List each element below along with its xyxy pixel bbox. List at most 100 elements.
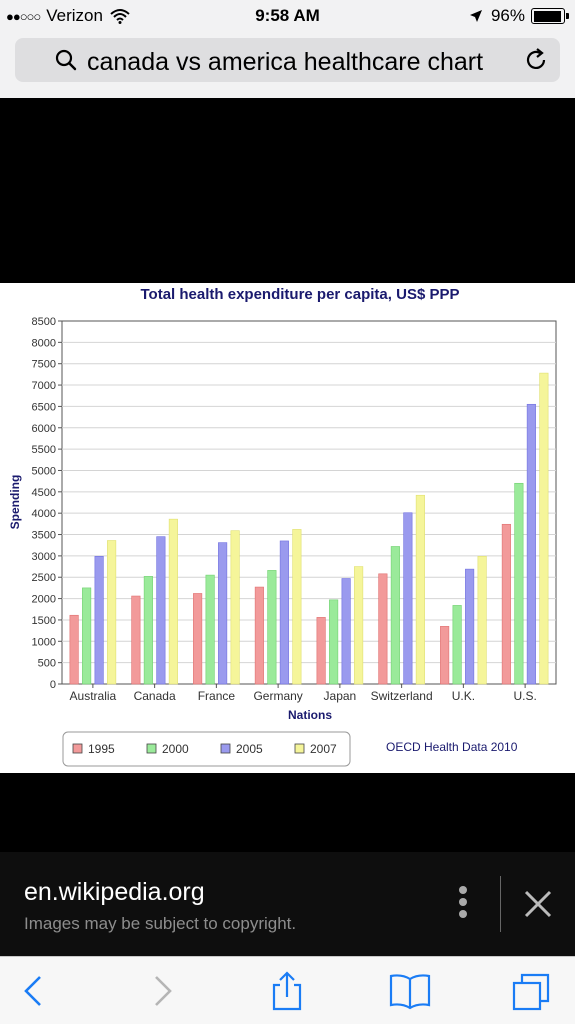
bar-japan-2000 [329, 599, 339, 685]
x-tick-label: Canada [134, 689, 176, 703]
bar-uk-2005 [465, 568, 475, 685]
x-axis-label: Nations [288, 708, 332, 722]
x-tick-label: U.K. [452, 689, 475, 703]
bar-france-2005 [218, 542, 228, 685]
x-tick-label: Switzerland [371, 689, 433, 703]
source-site[interactable]: en.wikipedia.org [24, 878, 205, 906]
bar-canada-1995 [131, 595, 141, 685]
legend-label-2005: 2005 [236, 742, 263, 756]
copyright-notice: Images may be subject to copyright. [24, 914, 297, 933]
bar-australia-2007 [107, 540, 117, 685]
x-tick-label: Germany [253, 689, 302, 703]
bar-australia-2005 [94, 556, 104, 685]
x-tick-label: U.S. [513, 689, 536, 703]
bar-us-2005 [526, 403, 536, 685]
y-tick-label: 4500 [32, 487, 56, 499]
y-tick-label: 3500 [32, 530, 56, 542]
carrier-info: ●●○○○ Verizon [6, 6, 131, 26]
y-tick-label: 6500 [32, 401, 56, 413]
bar-switzerland-2000 [390, 546, 400, 685]
bar-us-1995 [501, 523, 511, 685]
forward-icon[interactable] [140, 971, 184, 1011]
y-tick-label: 500 [38, 658, 56, 670]
bar-uk-2007 [477, 556, 487, 685]
bar-germany-2005 [279, 540, 289, 685]
location-arrow-icon [469, 10, 482, 22]
browser-address-area: canada vs america healthcare chart [0, 32, 575, 98]
image-caption-bar: en.wikipedia.org Images may be subject t… [0, 852, 575, 956]
chart-image[interactable]: Total health expenditure per capita, US$… [0, 283, 575, 773]
y-tick-label: 2500 [32, 572, 56, 584]
bars [69, 372, 549, 685]
bar-germany-2007 [292, 529, 302, 685]
search-icon [55, 49, 77, 71]
browser-toolbar [0, 956, 575, 1024]
wifi-icon [110, 9, 130, 24]
x-tick-label: Japan [324, 689, 357, 703]
y-tick-label: 2000 [32, 594, 56, 606]
legend-label-2007: 2007 [310, 742, 337, 756]
legend-label-2000: 2000 [162, 742, 189, 756]
bar-switzerland-2005 [403, 512, 413, 685]
divider [500, 876, 501, 932]
y-tick-label: 0 [50, 679, 56, 691]
bar-germany-2000 [267, 570, 277, 685]
bar-australia-2000 [82, 587, 92, 685]
y-tick-label: 1500 [32, 615, 56, 627]
bar-switzerland-2007 [415, 494, 425, 685]
legend: 1995 2000 2005 2007 [72, 742, 337, 756]
bar-germany-1995 [254, 586, 264, 685]
y-tick-label: 4000 [32, 508, 56, 520]
legend-swatch-2000 [146, 743, 157, 754]
y-tick-label: 3000 [32, 551, 56, 563]
y-tick-label: 5000 [32, 465, 56, 477]
tabs-icon[interactable] [510, 971, 554, 1011]
bar-uk-2000 [452, 605, 462, 685]
bar-france-2000 [205, 574, 215, 685]
y-tick-label: 6000 [32, 423, 56, 435]
more-options-icon[interactable] [452, 886, 474, 922]
bar-france-2007 [230, 530, 240, 685]
y-tick-label: 7000 [32, 380, 56, 392]
y-tick-label: 8000 [32, 337, 56, 349]
legend-swatch-1995 [72, 743, 83, 754]
y-tick-label: 1000 [32, 636, 56, 648]
legend-swatch-2005 [220, 743, 231, 754]
bar-canada-2000 [143, 576, 153, 685]
bar-us-2000 [514, 482, 524, 685]
chart-title: Total health expenditure per capita, US$… [141, 286, 460, 303]
x-axis-ticks: Australia Canada France Germany Japan Switzer… [70, 684, 537, 703]
search-query: canada vs america healthcare chart [87, 48, 484, 76]
y-axis-ticks: 0 500 1000 1500 2000 2500 3000 3500 4000 4500 5000… [32, 316, 62, 691]
y-tick-label: 7500 [32, 359, 56, 371]
battery-icon [531, 8, 569, 24]
bar-us-2007 [539, 372, 549, 685]
y-axis-label: Spending [8, 475, 22, 530]
status-bar: ●●○○○ Verizon 9:58 AM 96% [0, 0, 575, 32]
legend-box [62, 731, 351, 767]
legend-swatch-2007 [294, 743, 305, 754]
bar-chart: Total health expenditure per capita, US$… [8, 286, 557, 767]
bar-japan-2005 [341, 578, 351, 685]
reload-icon[interactable] [523, 47, 549, 73]
share-icon[interactable] [265, 971, 309, 1011]
bookmarks-icon[interactable] [388, 971, 432, 1011]
clock: 9:58 AM [255, 6, 320, 25]
battery-percent: 96% [490, 6, 525, 25]
y-tick-label: 8500 [32, 316, 56, 328]
x-tick-label: France [198, 689, 236, 703]
bar-uk-1995 [440, 626, 450, 685]
back-icon[interactable] [12, 971, 56, 1011]
source-note: OECD Health Data 2010 [386, 740, 518, 754]
legend-label-1995: 1995 [88, 742, 115, 756]
bar-canada-2005 [156, 536, 166, 685]
bar-france-1995 [193, 593, 203, 685]
signal-strength-icon: ●●○○○ [6, 8, 41, 24]
y-tick-label: 5500 [32, 444, 56, 456]
close-icon[interactable] [520, 886, 556, 922]
bar-canada-2007 [168, 518, 178, 685]
x-tick-label: Australia [70, 689, 117, 703]
bar-japan-1995 [316, 617, 326, 685]
search-field[interactable]: canada vs america healthcare chart [15, 38, 560, 82]
bar-australia-1995 [69, 614, 79, 685]
